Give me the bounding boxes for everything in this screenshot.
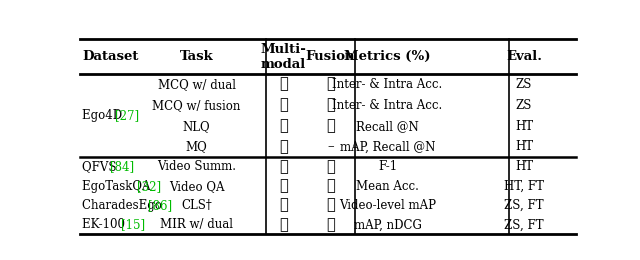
Text: Recall @N: Recall @N [356, 120, 419, 133]
Text: Dataset: Dataset [83, 50, 139, 63]
Text: HT: HT [515, 160, 533, 173]
Text: Video-level mAP: Video-level mAP [339, 199, 436, 212]
Text: MIR w/ dual: MIR w/ dual [160, 218, 233, 231]
Text: [32]: [32] [138, 180, 161, 193]
Text: ✗: ✗ [326, 218, 335, 232]
Text: EgoTaskQA: EgoTaskQA [83, 180, 155, 193]
Text: ✓: ✓ [279, 198, 288, 212]
Text: ZS, FT: ZS, FT [504, 218, 544, 231]
Text: EK-100: EK-100 [83, 218, 129, 231]
Text: Mean Acc.: Mean Acc. [356, 180, 419, 193]
Text: ✓: ✓ [326, 119, 335, 133]
Text: Metrics (%): Metrics (%) [344, 50, 431, 63]
Text: Task: Task [180, 50, 213, 63]
Text: [15]: [15] [121, 218, 145, 231]
Text: HT, FT: HT, FT [504, 180, 544, 193]
Text: ✓: ✓ [279, 98, 288, 112]
Text: CLS†: CLS† [181, 199, 212, 212]
Text: ✓: ✓ [279, 78, 288, 92]
Text: ✓: ✓ [279, 119, 288, 133]
Text: mAP, Recall @N: mAP, Recall @N [340, 140, 435, 153]
Text: Video QA: Video QA [169, 180, 224, 193]
Text: ZS: ZS [516, 78, 532, 91]
Text: ZS, FT: ZS, FT [504, 199, 544, 212]
Text: F-1: F-1 [378, 160, 397, 173]
Text: ZS: ZS [516, 99, 532, 112]
Text: NLQ: NLQ [183, 120, 211, 133]
Text: –: – [327, 140, 334, 153]
Text: Fusion: Fusion [306, 50, 355, 63]
Text: HT: HT [515, 120, 533, 133]
Text: ✓: ✓ [279, 218, 288, 232]
Text: [27]: [27] [115, 109, 140, 122]
Text: mAP, nDCG: mAP, nDCG [353, 218, 422, 231]
Text: MQ: MQ [186, 140, 207, 153]
Text: QFVS: QFVS [83, 160, 121, 173]
Text: ✗: ✗ [279, 140, 288, 154]
Text: HT: HT [515, 140, 533, 153]
Text: ✓: ✓ [326, 98, 335, 112]
Text: ✓: ✓ [326, 160, 335, 174]
Text: ✗: ✗ [326, 78, 335, 92]
Text: MCQ w/ dual: MCQ w/ dual [157, 78, 236, 91]
Text: Inter- & Intra Acc.: Inter- & Intra Acc. [332, 78, 443, 91]
Text: CharadesEgo: CharadesEgo [83, 199, 166, 212]
Text: ✗: ✗ [326, 198, 335, 212]
Text: Ego4D: Ego4D [83, 109, 126, 122]
Text: ✓: ✓ [279, 160, 288, 174]
Text: Multi-
modal: Multi- modal [260, 43, 307, 71]
Text: ✓: ✓ [279, 179, 288, 193]
Text: ✓: ✓ [326, 179, 335, 193]
Text: [86]: [86] [148, 199, 173, 212]
Text: Inter- & Intra Acc.: Inter- & Intra Acc. [332, 99, 443, 112]
Text: MCQ w/ fusion: MCQ w/ fusion [152, 99, 241, 112]
Text: [84]: [84] [110, 160, 134, 173]
Text: Eval.: Eval. [506, 50, 542, 63]
Text: Video Summ.: Video Summ. [157, 160, 236, 173]
